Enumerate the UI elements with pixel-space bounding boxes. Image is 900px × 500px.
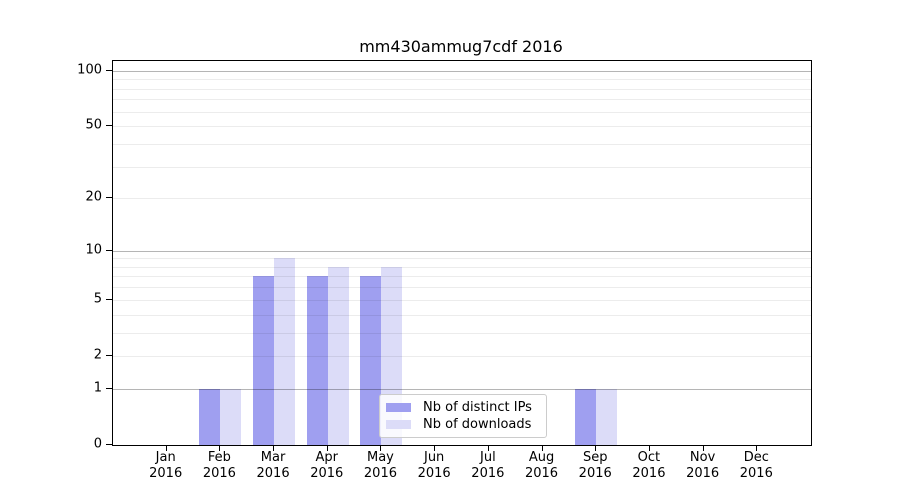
x-tick-label-oct-2016: Oct 2016 [632,450,666,481]
x-tick-aug-2016 [541,445,543,451]
x-tick-label-nov-2016: Nov 2016 [686,450,720,481]
legend-label-nb-of-downloads: Nb of downloads [423,417,532,432]
gridline-minor-4 [113,314,811,316]
y-tick-5 [106,298,112,300]
x-tick-label-jun-2016: Jun 2016 [417,450,451,481]
gridline-minor-30 [113,166,811,168]
y-tick-0 [106,444,112,445]
legend-row-nb-of-distinct-ips: Nb of distinct IPs [386,399,538,416]
bar-nb-of-distinct-ips-feb-2016 [199,388,221,445]
x-tick-label-dec-2016: Dec 2016 [739,450,773,481]
legend-swatch-nb-of-downloads [386,420,411,429]
y-tick-label-1: 1 [93,380,102,396]
gridline-minor-7 [113,276,811,278]
legend: Nb of distinct IPs Nb of downloads [379,394,547,438]
bar-nb-of-distinct-ips-may-2016 [360,276,382,445]
x-tick-mar-2016 [273,445,275,451]
gridline-minor-3 [113,332,811,334]
y-tick-label-10: 10 [85,242,102,258]
y-tick-label-0: 0 [93,436,102,452]
gridline-minor-40 [113,143,811,145]
gridline-minor-20 [113,198,811,200]
gridline-minor-70 [113,99,811,101]
y-tick-label-20: 20 [85,189,102,205]
gridline-major-1 [113,388,811,390]
x-tick-label-jul-2016: Jul 2016 [471,450,505,481]
bar-nb-of-downloads-feb-2016 [220,388,242,445]
x-tick-label-feb-2016: Feb 2016 [202,450,236,481]
y-tick-label-2: 2 [93,347,102,363]
x-tick-nov-2016 [702,445,704,451]
y-tick-20 [106,197,112,199]
y-tick-10 [106,249,112,251]
x-tick-feb-2016 [219,445,221,451]
gridline-major-10 [113,250,811,252]
x-tick-jul-2016 [487,445,489,451]
bar-nb-of-distinct-ips-mar-2016 [253,276,275,445]
x-tick-dec-2016 [756,445,758,451]
chart-title: mm430ammug7cdf 2016 [359,37,563,56]
gridline-minor-90 [113,79,811,81]
bar-nb-of-downloads-mar-2016 [274,258,296,445]
gridline-minor-2 [113,355,811,357]
bars-layer [113,61,811,445]
legend-row-nb-of-downloads: Nb of downloads [386,416,538,433]
bar-nb-of-downloads-sep-2016 [596,388,618,445]
y-tick-2 [106,354,112,356]
y-tick-label-100: 100 [77,62,102,78]
plot-area: Nb of distinct IPs Nb of downloads [112,60,812,446]
y-tick-label-50: 50 [85,117,102,133]
gridline-minor-9 [113,258,811,260]
bar-nb-of-distinct-ips-sep-2016 [575,388,597,445]
x-tick-oct-2016 [648,445,650,451]
y-tick-1 [106,387,112,389]
gridline-minor-8 [113,266,811,268]
gridline-minor-6 [113,287,811,289]
x-tick-label-may-2016: May 2016 [363,450,397,481]
x-tick-apr-2016 [326,445,328,451]
y-tick-50 [106,125,112,127]
gridline-major-100 [113,70,811,72]
gridline-minor-5 [113,299,811,301]
y-tick-100 [106,69,112,71]
x-tick-jun-2016 [434,445,436,451]
y-tick-label-5: 5 [93,291,102,307]
x-tick-may-2016 [380,445,382,451]
legend-label-nb-of-distinct-ips: Nb of distinct IPs [423,400,532,415]
x-tick-label-apr-2016: Apr 2016 [310,450,344,481]
bar-nb-of-distinct-ips-apr-2016 [306,276,328,445]
x-tick-label-sep-2016: Sep 2016 [578,450,612,481]
x-tick-label-aug-2016: Aug 2016 [524,450,559,481]
gridline-minor-50 [113,126,811,128]
gridline-minor-60 [113,111,811,113]
x-tick-sep-2016 [595,445,597,451]
gridlines-layer [113,61,811,445]
legend-swatch-nb-of-distinct-ips [386,403,411,412]
x-tick-jan-2016 [165,445,167,451]
gridline-minor-80 [113,88,811,90]
x-tick-label-jan-2016: Jan 2016 [149,450,183,481]
bar-nb-of-downloads-apr-2016 [327,266,349,445]
x-tick-label-mar-2016: Mar 2016 [256,450,290,481]
